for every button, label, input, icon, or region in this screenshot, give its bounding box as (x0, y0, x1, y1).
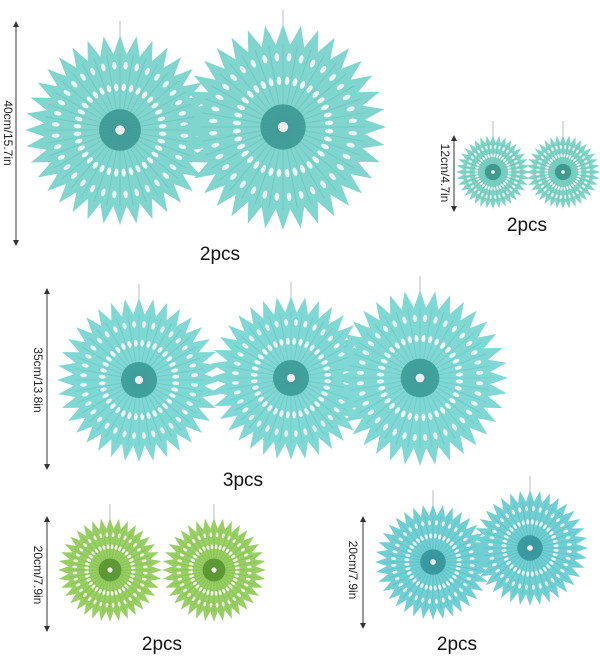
quantity-label: 2pcs (200, 244, 240, 265)
quantity-label: 2pcs (507, 215, 547, 236)
quantity-label: 3pcs (223, 470, 263, 491)
paper-fan (57, 284, 221, 462)
paper-fan (162, 504, 266, 622)
paper-fan (58, 504, 162, 622)
fans (25, 10, 600, 622)
size-label: 20cm/7.9in (31, 546, 45, 605)
size-label: 20cm/7.9in (346, 541, 360, 600)
paper-fan (375, 490, 491, 620)
size-label: 40cm/15.7in (1, 100, 15, 165)
paper-fan (25, 21, 215, 225)
size-label: 12cm/4.7in (438, 144, 452, 203)
quantity-label: 2pcs (142, 634, 182, 655)
paper-fan (332, 276, 508, 466)
paper-fan (209, 282, 373, 460)
paper-fan (526, 121, 600, 209)
quantity-label: 2pcs (437, 634, 477, 655)
size-label: 35cm/13.8in (31, 347, 45, 412)
paper-fan (456, 121, 530, 209)
paper-fan (180, 10, 386, 230)
paper-fan (472, 476, 588, 606)
